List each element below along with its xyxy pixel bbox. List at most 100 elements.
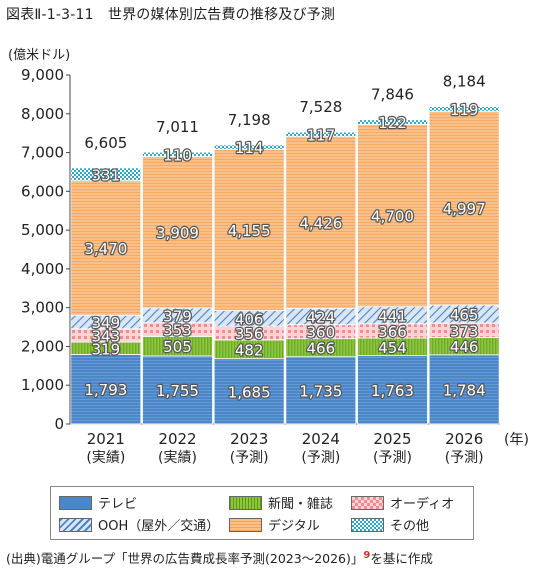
x-tick-label: 2026	[445, 430, 483, 448]
y-tick-label: 9,000	[21, 66, 64, 84]
legend-swatch-newspaper	[229, 495, 262, 510]
x-tick-label: 2022	[158, 430, 196, 448]
bar-segment-other	[213, 144, 285, 150]
data-label-audio: 353	[163, 322, 192, 340]
legend-label-digital: デジタル	[268, 519, 320, 534]
bar-segment-other	[142, 151, 213, 157]
data-label-audio: 356	[235, 325, 264, 343]
bar-segment-other	[428, 106, 500, 112]
legend-label-other: その他	[390, 519, 430, 534]
bar-segment-other	[357, 119, 428, 125]
data-label-tv: 1,763	[371, 382, 414, 400]
bars	[70, 106, 500, 425]
data-label-other: 114	[235, 139, 264, 157]
data-label-tv: 1,735	[299, 382, 342, 400]
data-label-digital: 3,470	[84, 240, 127, 258]
data-label-newspaper: 319	[92, 340, 121, 358]
data-label-newspaper: 466	[307, 340, 336, 358]
data-label-tv: 1,685	[228, 383, 271, 401]
data-label-other: 110	[163, 146, 192, 164]
data-label-ooh: 349	[92, 314, 121, 332]
data-label-ooh: 424	[307, 308, 336, 326]
data-label-newspaper: 505	[163, 338, 192, 356]
bar-segment-tv	[285, 356, 357, 425]
source-text: (出典)電通グループ「世界の広告費成長率予測(2023～2026)」	[6, 551, 364, 566]
x-tick-label: 2021	[87, 430, 125, 448]
x-tick-label: 2023	[230, 430, 268, 448]
stacked-bar-chart: 0 1,000 2,000 3,000 4,000 5,000 6,000 7,000 8,00…	[21, 66, 529, 466]
y-tick-label: 8,000	[21, 105, 64, 123]
data-label-other: 331	[92, 166, 121, 184]
total-label: 7,198	[228, 111, 271, 129]
total-label: 6,605	[84, 134, 127, 152]
data-label-audio: 360	[307, 324, 336, 342]
data-label-ooh: 465	[450, 306, 479, 324]
total-label: 8,184	[443, 73, 486, 91]
data-label-ooh: 379	[163, 307, 192, 325]
data-label-digital: 4,155	[228, 222, 271, 240]
legend-label-ooh: OOH（屋外／交通）	[98, 519, 220, 534]
data-labels: 1,7933193433493,4703316,6051,75550535337…	[83, 73, 487, 403]
y-tick-label: 5,000	[21, 221, 64, 239]
y-axis-unit: (億米ドル)	[8, 48, 71, 63]
bar-segment-digital	[70, 180, 142, 316]
legend-item-tv: テレビ	[59, 493, 137, 512]
data-label-digital: 4,426	[299, 214, 342, 232]
legend-swatch-digital	[229, 517, 262, 532]
x-tick-sublabel: (予測)	[445, 450, 484, 466]
x-tick-sublabel: (予測)	[301, 450, 340, 466]
legend-swatch-audio	[351, 495, 384, 510]
data-label-other: 119	[450, 101, 479, 119]
y-tick-label: 7,000	[21, 144, 64, 162]
bar-segment-tv	[213, 358, 285, 425]
data-label-digital: 4,997	[443, 200, 486, 218]
total-label: 7,528	[299, 98, 342, 116]
data-label-tv: 1,755	[156, 382, 199, 400]
x-tick-sublabel: (予測)	[230, 450, 269, 466]
source-suffix: を基に作成	[370, 551, 433, 566]
bar-segment-digital	[357, 124, 428, 308]
y-tick-label: 3,000	[21, 299, 64, 317]
data-label-digital: 3,909	[156, 224, 199, 242]
data-label-ooh: 441	[378, 307, 407, 325]
bar-segment-other	[70, 167, 142, 182]
legend-label-tv: テレビ	[98, 497, 138, 512]
legend-label-audio: オーディオ	[390, 497, 455, 512]
source-reference: 9	[363, 549, 371, 561]
legend-item-ooh: OOH（屋外／交通）	[59, 515, 219, 534]
data-label-audio: 373	[450, 322, 479, 340]
legend-item-other: その他	[351, 515, 429, 534]
y-tick-label: 6,000	[21, 182, 64, 200]
data-label-digital: 4,700	[371, 208, 414, 226]
bar-segment-other	[285, 131, 357, 138]
bar-segment-digital	[142, 155, 213, 309]
x-tick-sublabel: (実績)	[158, 450, 197, 466]
legend-swatch-ooh	[59, 517, 92, 532]
y-tick-label: 4,000	[21, 260, 64, 278]
bar-segment-digital	[285, 136, 357, 309]
axes: 0 1,000 2,000 3,000 4,000 5,000 6,000 7,000 8,00…	[21, 66, 529, 466]
data-label-newspaper: 454	[378, 339, 407, 357]
bar-segment-tv	[428, 354, 500, 425]
total-label: 7,846	[371, 86, 414, 104]
legend-swatch-other	[351, 517, 384, 532]
x-tick-sublabel: (予測)	[373, 450, 412, 466]
data-label-audio: 366	[378, 323, 407, 341]
legend: テレビ 新聞・雑誌 オーディオ OOH（屋外／交通） デジタル その他	[50, 486, 474, 540]
bar-segment-tv	[357, 355, 428, 425]
data-label-newspaper: 482	[235, 341, 264, 359]
legend-item-audio: オーディオ	[351, 493, 454, 512]
bar-segment-digital	[428, 110, 500, 306]
data-label-tv: 1,793	[84, 381, 127, 399]
data-label-ooh: 406	[235, 310, 264, 328]
y-tick-label: 0	[54, 415, 64, 433]
data-label-other: 117	[307, 126, 336, 144]
data-label-other: 122	[378, 114, 407, 132]
y-tick-label: 2,000	[21, 337, 64, 355]
chart-title: 図表Ⅱ-1-3-11 世界の媒体別広告費の推移及び予測	[6, 7, 336, 23]
legend-item-digital: デジタル	[229, 515, 320, 534]
x-tick-sublabel: (実績)	[86, 450, 125, 466]
y-tick-label: 1,000	[21, 376, 64, 394]
legend-item-newspaper: 新聞・雑誌	[229, 493, 333, 512]
data-label-audio: 343	[92, 327, 121, 345]
